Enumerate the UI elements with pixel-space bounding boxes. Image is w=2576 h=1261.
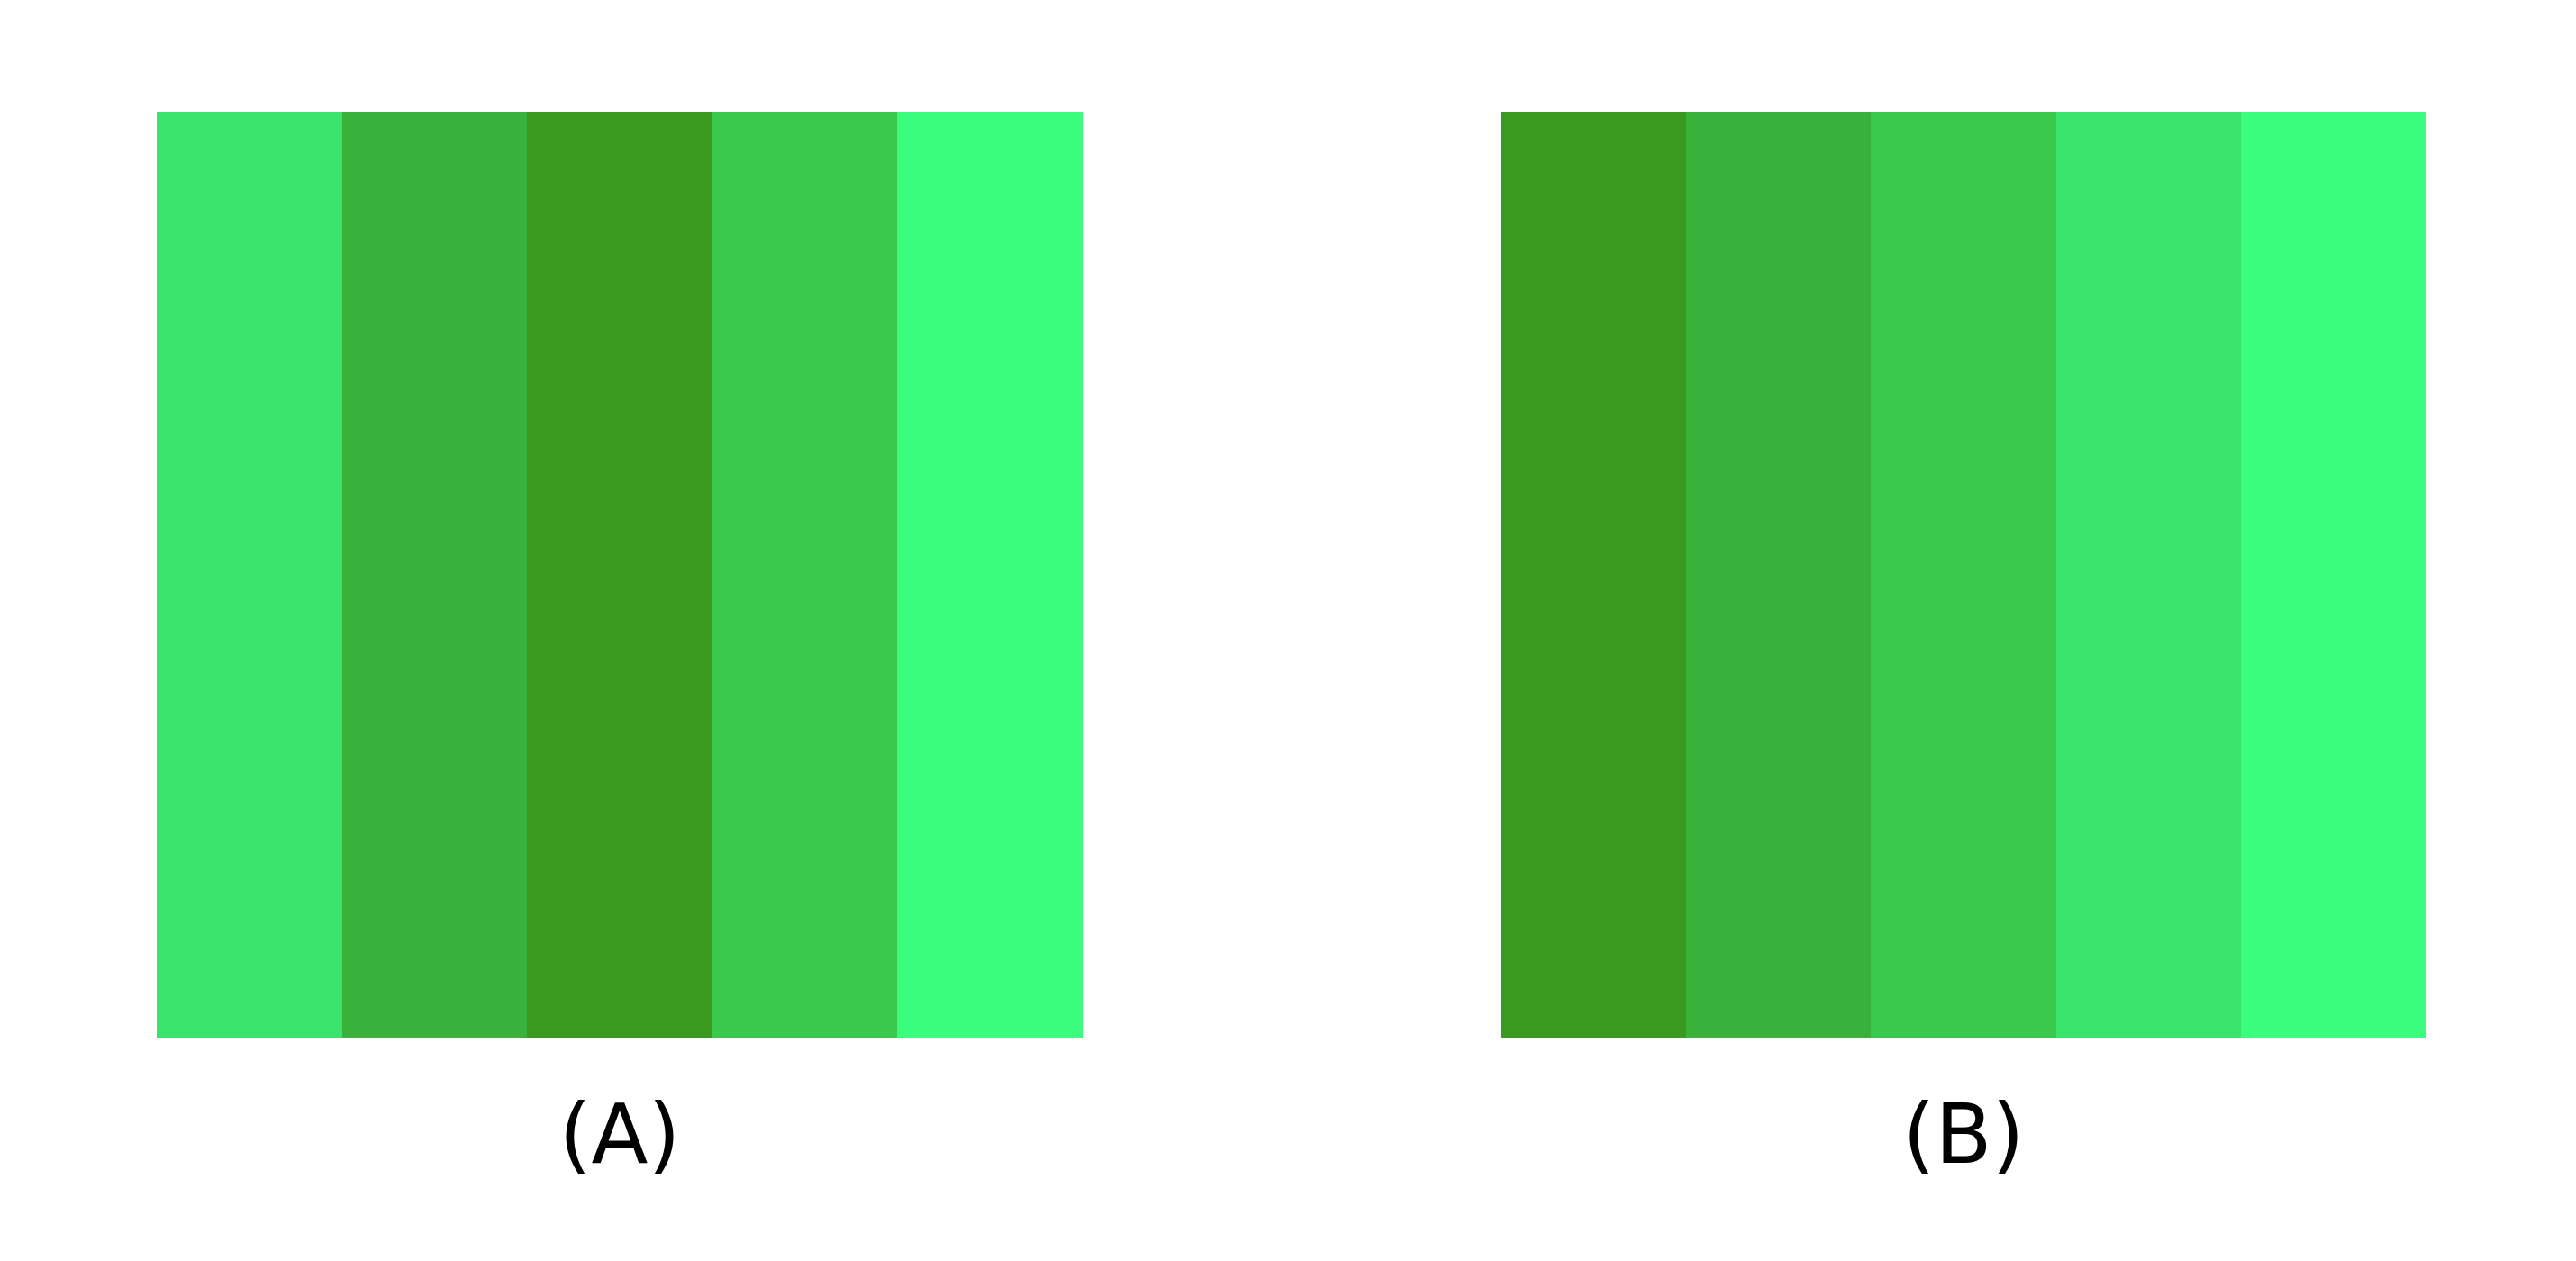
panel-b-stripe-3	[1871, 112, 2056, 1038]
panel-b-stripe-4	[2055, 112, 2242, 1038]
panel-b-stripe-5	[2241, 112, 2426, 1038]
panel-a	[157, 112, 1083, 1038]
panel-a-stripe-1	[157, 112, 342, 1038]
panel-a-stripe-2	[341, 112, 528, 1038]
panel-a-stripe-5	[897, 112, 1083, 1038]
panel-a-label: (A)	[558, 1086, 681, 1183]
panel-b-stripe-2	[1685, 112, 1872, 1038]
panel-b-stripe-1	[1501, 112, 1686, 1038]
panel-a-stripe-4	[712, 112, 898, 1038]
panel-b-label: (B)	[1902, 1086, 2025, 1183]
panel-a-stripe-3	[527, 112, 712, 1038]
panel-b	[1501, 112, 2426, 1038]
